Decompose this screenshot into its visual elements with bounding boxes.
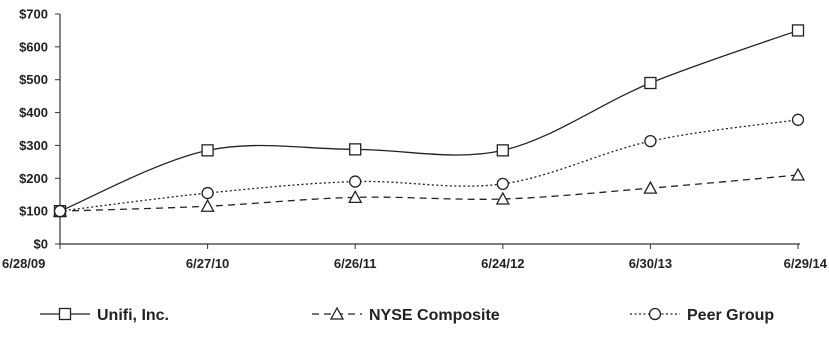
y-tick-label: $200 [19,171,48,186]
chart-series [52,24,806,218]
x-tick-label: 6/28/09 [2,256,45,271]
y-tick-label: $100 [19,204,48,219]
data-point-square [496,144,509,157]
chart-legend: Unifi, Inc. NYSE Composite Peer Group [40,306,774,324]
data-point-circle [496,177,509,191]
data-point-triangle [348,189,363,203]
data-point-circle [201,186,214,200]
data-point-circle [53,204,67,218]
data-point-triangle [790,167,806,181]
series-line [59,29,799,212]
y-tick-label: $300 [19,138,48,153]
x-ticks: 6/28/09 6/27/10 6/26/11 6/24/12 6/30/13 6/29/… [2,244,828,271]
data-point-square [201,144,214,157]
y-tick-label: $500 [19,72,48,87]
data-point-triangle [200,198,215,212]
x-tick-label: 6/30/13 [629,256,672,271]
y-tick-label: $600 [19,39,48,54]
data-point-circle [791,113,805,126]
y-tick-label: $700 [19,7,48,22]
data-point-triangle [495,191,510,205]
series-circle [53,113,805,218]
data-point-square [791,24,805,37]
x-tick-label: 6/24/12 [481,256,524,271]
data-point-square [349,143,362,156]
data-point-circle [349,175,362,188]
x-tick-label: 6/29/14 [784,256,828,271]
series-line [59,119,799,212]
legend-label: NYSE Composite [369,307,500,324]
y-tick-label: $0 [34,237,48,252]
legend-marker-circle [648,307,662,321]
y-ticks: $0 $100 $200 $300 $400 $500 $600 $700 [19,7,60,252]
x-tick-label: 6/27/10 [186,256,229,271]
series-square [53,24,805,218]
legend-label: Peer Group [687,307,774,324]
legend-item: Peer Group [630,307,774,324]
legend-label: Unifi, Inc. [97,307,169,324]
x-tick-label: 6/26/11 [334,256,377,271]
y-tick-label: $400 [19,105,48,120]
legend-marker-triangle [329,306,345,320]
legend-item: NYSE Composite [312,306,500,324]
chart-axes [59,14,800,245]
data-point-square [644,76,657,90]
legend-marker-square [58,307,72,321]
data-point-triangle [643,180,658,194]
data-point-circle [644,135,657,148]
series-triangle [52,167,806,217]
series-line [59,174,799,212]
legend-item: Unifi, Inc. [40,307,169,324]
